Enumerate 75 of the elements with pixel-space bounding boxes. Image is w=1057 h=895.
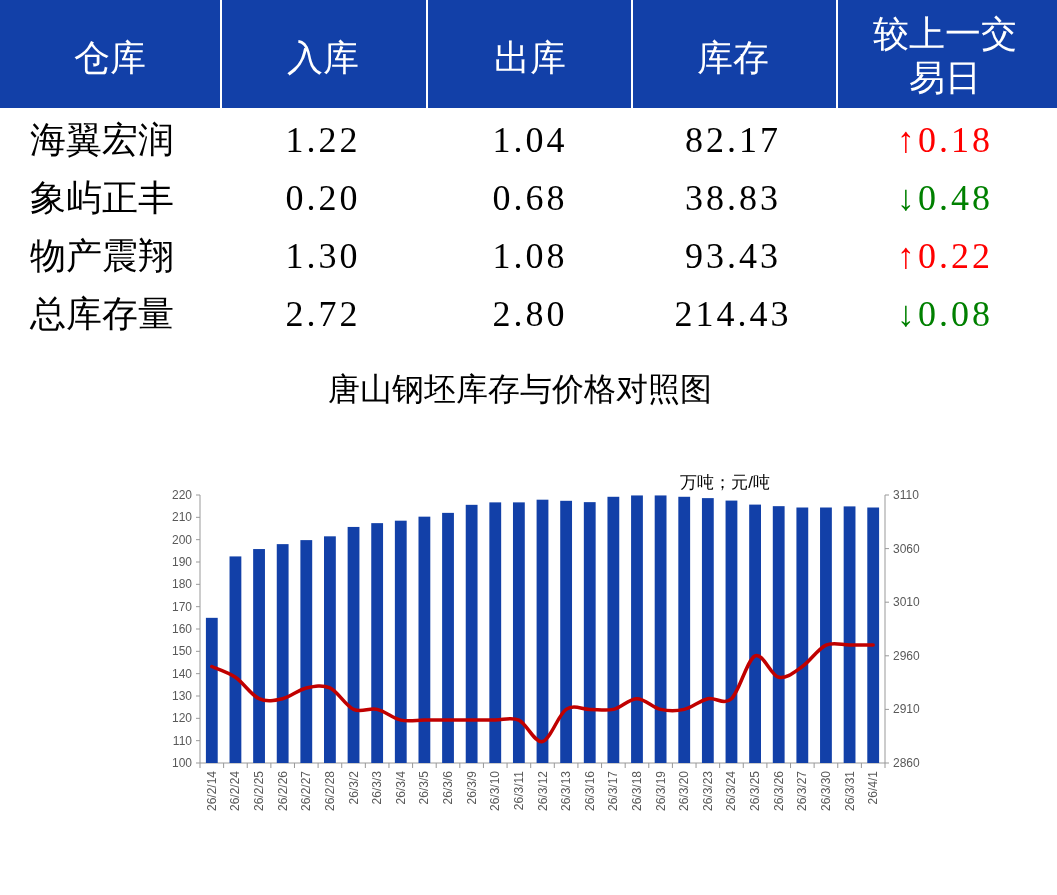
y-tick-label: 210 — [171, 510, 193, 525]
x-tick-label: 26/3/30 — [818, 770, 833, 812]
text: 象屿正丰 — [30, 178, 174, 218]
x-tick-label: 26/3/5 — [417, 770, 432, 805]
x-tick-label: 26/3/19 — [653, 770, 668, 812]
text: 万吨；元/吨 — [680, 473, 770, 492]
x-tick-label: 26/2/25 — [252, 770, 267, 812]
y-tick-label: 180 — [171, 577, 193, 592]
chart-title: 唐山钢坯库存与价格对照图 — [328, 371, 712, 407]
y2-tick-label: 2860 — [893, 756, 921, 770]
y-tick-label: 100 — [171, 756, 193, 770]
text: 1.04 — [492, 120, 568, 160]
text: 1.22 — [285, 120, 361, 160]
text: 0.20 — [285, 178, 361, 218]
y2-tick-label: 3010 — [893, 595, 921, 610]
text: 214.43 — [674, 294, 792, 334]
x-tick-label: 26/2/14 — [204, 770, 219, 812]
x-tick-label: 26/3/27 — [795, 770, 810, 812]
x-tick-label: 26/3/3 — [370, 770, 385, 805]
x-tick-label: 26/3/11 — [511, 770, 526, 811]
text: ↑0.18 — [897, 120, 993, 160]
text: 1.30 — [285, 236, 361, 276]
y-tick-label: 130 — [171, 689, 193, 703]
y-tick-label: 200 — [171, 532, 193, 547]
y-tick-label: 160 — [171, 622, 193, 636]
y-tick-label: 110 — [172, 733, 193, 748]
x-tick-label: 26/3/23 — [700, 770, 715, 812]
text: 总库存量 — [29, 294, 174, 334]
x-tick-label: 26/3/18 — [629, 770, 644, 812]
text: 2.72 — [285, 294, 361, 334]
x-tick-label: 26/2/24 — [228, 770, 243, 812]
y-tick-label: 150 — [171, 644, 193, 659]
x-tick-label: 26/3/17 — [606, 770, 621, 812]
x-tick-label: 26/3/16 — [582, 770, 597, 812]
text: 93.43 — [685, 236, 781, 276]
text: 2.80 — [492, 294, 568, 334]
x-tick-label: 26/3/4 — [393, 770, 408, 805]
y2-tick-label: 2960 — [893, 648, 921, 663]
y-tick-label: 170 — [171, 599, 193, 614]
text: 出库 — [494, 38, 566, 78]
text: 海翼宏润 — [30, 120, 174, 160]
x-tick-label: 26/4/1 — [866, 770, 881, 805]
text: 1.08 — [492, 236, 568, 276]
text: 仓库 — [74, 38, 146, 78]
text: 入库 — [287, 38, 359, 78]
y-tick-label: 190 — [171, 555, 193, 569]
x-tick-label: 26/2/28 — [322, 770, 337, 812]
x-tick-label: 26/3/24 — [724, 770, 739, 812]
x-tick-label: 26/3/31 — [842, 770, 857, 812]
text: 较上一交易日 — [873, 14, 1017, 98]
text: 38.83 — [685, 178, 781, 218]
text: 库存 — [697, 38, 769, 78]
text: 0.68 — [492, 178, 568, 218]
x-tick-label: 26/3/26 — [771, 770, 786, 812]
y2-tick-label: 3060 — [893, 541, 921, 556]
x-tick-label: 26/3/20 — [677, 770, 692, 812]
y-tick-label: 120 — [171, 711, 193, 726]
text: ↓0.08 — [897, 294, 993, 334]
x-tick-label: 26/3/25 — [748, 770, 763, 812]
x-tick-label: 26/3/9 — [464, 770, 479, 805]
x-tick-label: 26/3/6 — [441, 770, 456, 805]
text: 82.17 — [685, 120, 781, 160]
text: 物产震翔 — [30, 236, 174, 276]
x-tick-label: 26/3/12 — [535, 770, 550, 812]
text: ↑0.22 — [897, 236, 993, 276]
x-tick-label: 26/3/2 — [346, 770, 361, 805]
x-tick-label: 26/3/10 — [488, 770, 503, 812]
y2-tick-label: 3110 — [893, 488, 920, 502]
y2-tick-label: 2910 — [893, 702, 921, 717]
y-tick-label: 140 — [171, 666, 193, 681]
x-tick-label: 26/2/27 — [299, 770, 314, 812]
text: ↓0.48 — [897, 178, 993, 218]
x-tick-label: 26/2/26 — [275, 770, 290, 812]
y-tick-label: 220 — [171, 488, 193, 502]
x-tick-label: 26/3/13 — [559, 770, 574, 812]
